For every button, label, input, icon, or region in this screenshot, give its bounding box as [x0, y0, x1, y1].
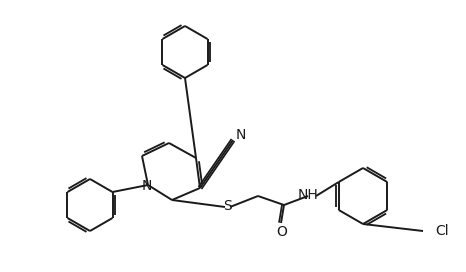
Text: Cl: Cl [435, 224, 449, 238]
Text: O: O [276, 225, 288, 239]
Text: NH: NH [298, 188, 318, 202]
Text: N: N [236, 128, 246, 142]
Text: S: S [223, 199, 232, 213]
Text: N: N [142, 179, 152, 193]
